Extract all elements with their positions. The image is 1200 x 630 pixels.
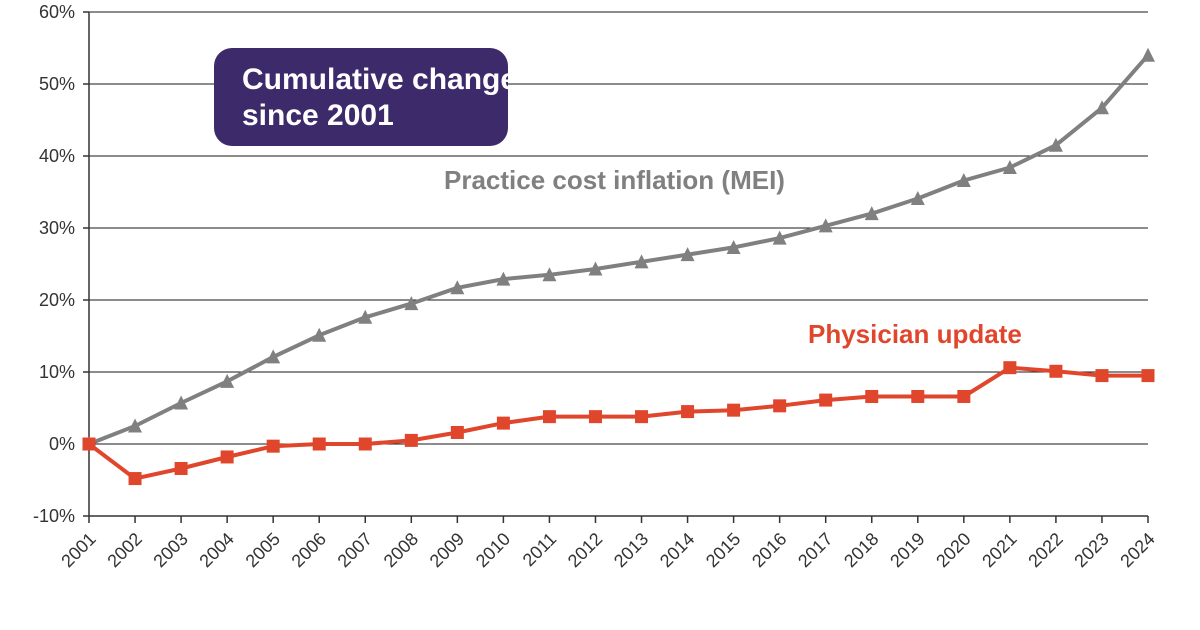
- y-tick-label: 20%: [39, 290, 75, 310]
- x-tick-label: 2015: [702, 529, 744, 571]
- mei-point-marker: [864, 206, 879, 221]
- physician-update-point-marker: [635, 410, 649, 424]
- x-tick-label: 2023: [1070, 529, 1112, 571]
- mei-point-marker: [680, 247, 695, 262]
- physician-update-point-marker: [266, 439, 280, 453]
- mei-point-marker: [542, 267, 557, 282]
- series-layer: [82, 47, 1155, 486]
- physician-update-point-marker: [727, 403, 741, 417]
- mei-point-marker: [266, 349, 281, 364]
- y-tick-label: 30%: [39, 218, 75, 238]
- physician-update-point-marker: [450, 425, 464, 439]
- x-tick-label: 2003: [149, 529, 191, 571]
- mei-point-marker: [128, 418, 143, 433]
- chart-title-line-1: Cumulative change: [242, 63, 517, 96]
- series-label-physician-update: Physician update: [808, 319, 1022, 349]
- mei-point-marker: [220, 373, 235, 388]
- physician-update-point-marker: [312, 437, 326, 451]
- x-tick-label: 2017: [794, 529, 836, 571]
- x-tick-label: 2012: [564, 529, 606, 571]
- physician-update-point-marker: [1095, 369, 1109, 383]
- physician-update-point-marker: [865, 389, 879, 403]
- mei-point-marker: [1048, 137, 1063, 152]
- y-tick-label: -10%: [33, 506, 75, 526]
- physician-update-point-marker: [404, 433, 418, 447]
- y-tick-label: 60%: [39, 2, 75, 22]
- mei-point-marker: [634, 254, 649, 269]
- physician-update-point-marker: [1141, 369, 1155, 383]
- physician-update-point-marker: [911, 389, 925, 403]
- series-line-physician-update: [87, 365, 1148, 481]
- x-tick-labels: 2001 2002 2003 2004 2005 2006 2007 2008 2009 2010…: [57, 529, 1158, 571]
- x-tick-label: 2020: [932, 529, 974, 571]
- x-tick-label: 2008: [380, 529, 422, 571]
- physician-update-point-marker: [957, 389, 971, 403]
- physician-update-point-marker: [82, 437, 96, 451]
- chart-callout: Cumulative change since 2001: [214, 48, 517, 146]
- mei-point-marker: [358, 309, 373, 324]
- y-tick-labels: -10% 0% 10% 20% 30% 40% 50% 60%: [33, 2, 75, 526]
- x-tick-label: 2009: [426, 529, 468, 571]
- mei-point-marker: [496, 271, 511, 286]
- mei-point-marker: [910, 190, 925, 205]
- physician-update-point-marker: [174, 461, 188, 475]
- y-tick-label: 50%: [39, 74, 75, 94]
- mei-point-marker: [772, 230, 787, 245]
- y-tick-label: 10%: [39, 362, 75, 382]
- physician-update-point-marker: [681, 405, 695, 419]
- physician-update-point-marker: [819, 393, 833, 407]
- x-tick-label: 2021: [978, 529, 1020, 571]
- x-tick-label: 2005: [242, 529, 284, 571]
- y-tick-label: 0%: [49, 434, 75, 454]
- physician-update-point-marker: [773, 399, 787, 413]
- x-tick-label: 2013: [610, 529, 652, 571]
- x-tick-label: 2007: [334, 529, 376, 571]
- mei-point-marker: [726, 239, 741, 254]
- mei-point-marker: [956, 172, 971, 187]
- x-tick-label: 2016: [748, 529, 790, 571]
- callout-box: [214, 48, 508, 146]
- x-tick-label: 2001: [57, 529, 99, 571]
- series-line-mei: [88, 53, 1150, 446]
- physician-update-point-marker: [542, 410, 556, 424]
- mei-point-marker: [450, 280, 465, 295]
- mei-point-marker: [1094, 100, 1109, 115]
- x-tick-label: 2010: [472, 529, 514, 571]
- x-tick-label: 2002: [103, 529, 145, 571]
- physician-update-point-marker: [588, 410, 602, 424]
- y-tick-label: 40%: [39, 146, 75, 166]
- chart-title-line-2: since 2001: [242, 99, 394, 132]
- axes: [83, 11, 1149, 523]
- x-tick-label: 2006: [288, 529, 330, 571]
- mei-point-marker: [312, 327, 327, 342]
- mei-point-marker: [1002, 160, 1017, 175]
- physician-update-point-marker: [358, 437, 372, 451]
- physician-update-point-marker: [220, 450, 234, 464]
- mei-point-marker: [174, 395, 189, 410]
- x-tick-label: 2004: [195, 529, 237, 571]
- mei-point-marker: [1141, 47, 1155, 62]
- mei-point-marker: [818, 218, 833, 233]
- mei-point-marker: [588, 261, 603, 276]
- x-tick-label: 2018: [840, 529, 882, 571]
- x-tick-label: 2019: [886, 529, 928, 571]
- x-tick-label: 2022: [1024, 529, 1066, 571]
- series-label-mei: Practice cost inflation (MEI): [444, 165, 785, 195]
- physician-update-point-marker: [1049, 364, 1063, 378]
- mei-point-marker: [404, 296, 419, 311]
- x-tick-label: 2011: [519, 529, 561, 571]
- x-tick-label: 2014: [656, 529, 698, 571]
- physician-update-point-marker: [496, 416, 510, 430]
- x-tick-label: 2024: [1116, 529, 1158, 571]
- physician-update-point-marker: [1003, 361, 1017, 375]
- physician-update-point-marker: [128, 472, 142, 486]
